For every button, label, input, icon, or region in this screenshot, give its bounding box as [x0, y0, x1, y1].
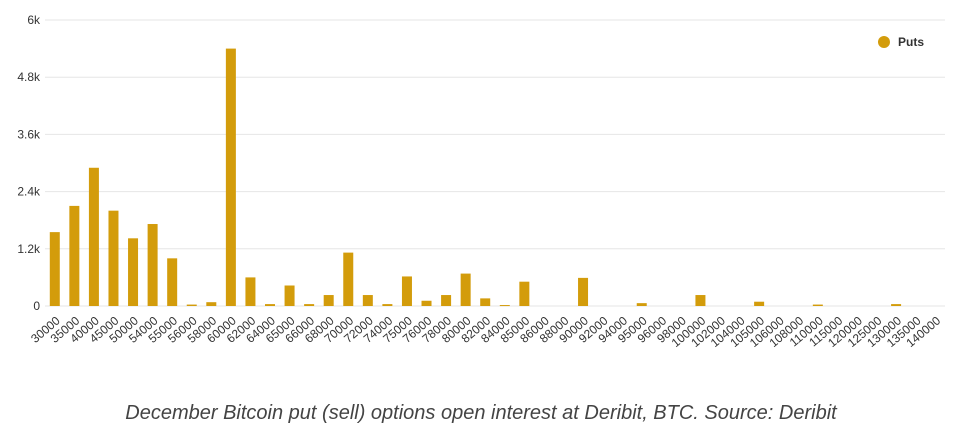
bar-84000[interactable] [499, 305, 510, 307]
bar-105000[interactable] [754, 301, 765, 306]
bar-30000[interactable] [49, 232, 60, 306]
bar-80000[interactable] [460, 273, 471, 306]
bar-110000[interactable] [812, 304, 823, 306]
bar-55000[interactable] [167, 258, 178, 306]
bar-56000[interactable] [186, 304, 197, 306]
legend-label-puts: Puts [898, 35, 925, 49]
bar-50000[interactable] [128, 238, 139, 306]
y-tick-label: 2.4k [17, 185, 41, 199]
bar-90000[interactable] [578, 277, 589, 306]
bar-54000[interactable] [147, 224, 158, 306]
bar-40000[interactable] [88, 167, 99, 306]
y-tick-label: 4.8k [17, 70, 41, 84]
legend[interactable]: Puts [878, 35, 924, 49]
bar-64000[interactable] [265, 304, 275, 306]
y-axis-ticks: 0 1.2k 2.4k 3.6k 4.8k 6k [17, 13, 41, 313]
bar-68000[interactable] [323, 295, 334, 306]
bar-72000[interactable] [362, 295, 373, 306]
bar-chart: 0 1.2k 2.4k 3.6k 4.8k 6k 30000 35000 40000 45000… [17, 13, 945, 350]
bar-74000[interactable] [382, 304, 393, 306]
bar-82000[interactable] [480, 298, 491, 306]
bar-35000[interactable] [69, 205, 80, 306]
chart-canvas: 0 1.2k 2.4k 3.6k 4.8k 6k 30000350004000045000… [17, 13, 945, 350]
chart-caption: December Bitcoin put (sell) options open… [125, 402, 837, 424]
bar-130000[interactable] [891, 304, 902, 306]
y-tick-label: 1.2k [17, 242, 41, 256]
bar-85000[interactable] [519, 281, 530, 306]
bar-95000[interactable] [636, 303, 647, 306]
y-tick-label: 0 [33, 299, 40, 313]
grid-lines [45, 19, 945, 307]
x-axis-ticks: 3000035000400004500050000540005500056000… [28, 313, 943, 350]
bar-65000[interactable] [284, 285, 295, 306]
bar-70000[interactable] [343, 252, 354, 306]
bar-62000[interactable] [245, 277, 256, 306]
bar-45000[interactable] [108, 210, 119, 306]
bars [49, 48, 902, 307]
legend-swatch [878, 36, 890, 48]
bar-78000[interactable] [441, 295, 452, 306]
bar-75000[interactable] [401, 276, 412, 306]
y-tick-label: 6k [27, 13, 41, 27]
bar-100000[interactable] [695, 295, 706, 306]
bar-66000[interactable] [304, 304, 315, 306]
bar-76000[interactable] [421, 300, 432, 306]
bar-60000[interactable] [225, 48, 236, 306]
bar-58000[interactable] [206, 302, 217, 306]
y-tick-label: 3.6k [17, 127, 41, 141]
